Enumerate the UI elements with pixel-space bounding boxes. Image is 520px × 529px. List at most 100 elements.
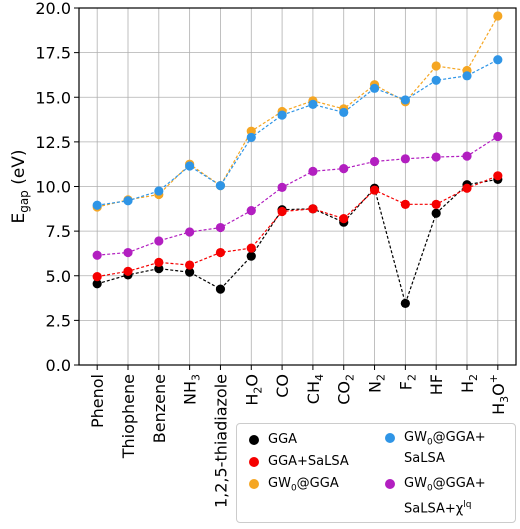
data-point-gw0_gga_salsa_chi bbox=[215, 222, 226, 233]
data-point-gga bbox=[215, 284, 226, 294]
y-tick-label: 10.0 bbox=[35, 178, 71, 197]
legend-entry-gw0-gga-salsa-chi: GW0@GGA+ SaLSA+χlq bbox=[385, 476, 486, 517]
legend-marker-gga bbox=[249, 435, 259, 445]
legend-entry-gga-salsa: GGA+SaLSA bbox=[249, 454, 349, 470]
legend-marker-gw0-gga bbox=[249, 479, 259, 489]
legend-label-gw0-gga-salsa-chi: GW0@GGA+ SaLSA+χlq bbox=[404, 476, 486, 516]
data-point-gw0_gga bbox=[493, 11, 503, 21]
data-point-gw0_gga_salsa_chi bbox=[369, 156, 380, 167]
data-point-gw0_gga_salsa_chi bbox=[462, 151, 472, 161]
data-point-gw0_gga_salsa bbox=[493, 55, 503, 65]
data-point-gga_salsa bbox=[215, 247, 226, 258]
plot-frame bbox=[78, 7, 517, 366]
data-point-gw0_gga_salsa bbox=[246, 132, 256, 143]
legend-entry-gw0-gga-salsa: GW0@GGA+ SaLSA bbox=[385, 430, 486, 467]
x-tick-label: F2 bbox=[396, 374, 418, 390]
legend-label-gga: GGA bbox=[268, 432, 298, 447]
series-gga_salsa bbox=[92, 171, 503, 282]
data-point-gw0_gga_salsa_chi bbox=[431, 152, 441, 162]
data-point-gga_salsa bbox=[369, 185, 380, 195]
y-tick-label: 15.0 bbox=[35, 88, 71, 107]
legend-marker-gw0-gga-salsa bbox=[385, 433, 395, 443]
data-point-gga bbox=[400, 298, 410, 309]
y-tick-label: 17.5 bbox=[35, 44, 71, 63]
x-tick-label: CO2 bbox=[335, 374, 357, 405]
x-tick-label: Phenol bbox=[88, 374, 107, 428]
series-line-gw0_gga bbox=[97, 15, 499, 208]
gridlines bbox=[79, 7, 516, 366]
x-tick-label: 1,2,5-thiadiazole bbox=[211, 374, 230, 508]
data-point-gw0_gga_salsa_chi bbox=[92, 250, 102, 260]
x-tick-label: Benzene bbox=[150, 374, 169, 443]
data-point-gw0_gga_salsa bbox=[277, 110, 287, 120]
series-gw0_gga_salsa bbox=[92, 55, 503, 210]
x-tick-label: H2O bbox=[242, 374, 264, 406]
legend-label-gw0-gga: GW0@GGA bbox=[268, 476, 339, 494]
data-point-gw0_gga_salsa_chi bbox=[123, 247, 133, 258]
data-point-gw0_gga_salsa_chi bbox=[400, 154, 410, 164]
data-point-gw0_gga_salsa bbox=[369, 83, 380, 93]
series-layer bbox=[92, 11, 503, 309]
data-point-gga_salsa bbox=[431, 199, 441, 209]
legend-marker-gga-salsa bbox=[249, 457, 259, 467]
data-point-gw0_gga_salsa bbox=[308, 99, 318, 109]
x-tick-label: CH4 bbox=[304, 374, 326, 404]
data-point-gw0_gga_salsa bbox=[400, 95, 410, 105]
data-point-gw0_gga_salsa bbox=[92, 200, 102, 210]
y-tick-label: 7.5 bbox=[46, 222, 71, 241]
x-tick-label: NH3 bbox=[181, 374, 203, 405]
x-tick-label: HF bbox=[427, 374, 446, 395]
data-point-gga_salsa bbox=[308, 204, 318, 214]
x-tick-label: H2 bbox=[458, 374, 480, 393]
data-point-gga_salsa bbox=[123, 266, 133, 276]
series-line-gga_salsa bbox=[97, 175, 499, 278]
data-point-gw0_gga_salsa_chi bbox=[154, 236, 164, 246]
series-line-gga bbox=[97, 178, 498, 306]
x-tick-label: CO bbox=[273, 374, 292, 398]
data-point-gga bbox=[431, 208, 441, 218]
legend-marker-gw0-gga-salsa-chi bbox=[385, 479, 395, 489]
x-tick-label: Thiophene bbox=[119, 374, 138, 459]
x-tick-label: N2 bbox=[366, 374, 388, 393]
series-gw0_gga bbox=[92, 11, 503, 212]
series-gw0_gga_salsa_chi bbox=[92, 131, 503, 260]
data-point-gw0_gga_salsa bbox=[185, 161, 195, 171]
data-point-gw0_gga_salsa bbox=[339, 107, 349, 118]
data-point-gw0_gga_salsa bbox=[215, 181, 226, 191]
data-point-gw0_gga_salsa bbox=[123, 196, 133, 206]
y-axis-title: Egap (eV) bbox=[9, 149, 31, 223]
data-point-gga_salsa bbox=[339, 214, 349, 224]
data-point-gga_salsa bbox=[462, 183, 472, 193]
data-point-gw0_gga bbox=[431, 61, 441, 71]
legend-label-gw0-gga-salsa: GW0@GGA+ SaLSA bbox=[404, 430, 486, 466]
data-point-gga bbox=[92, 279, 102, 289]
data-point-gw0_gga_salsa bbox=[462, 71, 472, 81]
legend-entry-gga: GGA bbox=[249, 432, 297, 448]
series-line-gw0_gga_salsa bbox=[97, 59, 499, 206]
data-point-gga bbox=[185, 267, 195, 277]
data-point-gw0_gga_salsa bbox=[154, 186, 164, 196]
y-tick-label: 12.5 bbox=[35, 133, 71, 152]
data-point-gw0_gga_salsa_chi bbox=[277, 182, 287, 192]
series-gga bbox=[92, 174, 503, 309]
data-point-gw0_gga_salsa bbox=[431, 75, 441, 85]
axes bbox=[74, 7, 517, 370]
legend-entry-gw0-gga: GW0@GGA bbox=[249, 476, 339, 497]
data-point-gw0_gga_salsa_chi bbox=[308, 166, 318, 176]
data-point-gw0_gga_salsa_chi bbox=[246, 205, 256, 216]
data-point-gga_salsa bbox=[154, 257, 164, 267]
data-point-gw0_gga_salsa_chi bbox=[493, 131, 503, 142]
data-point-gw0_gga_salsa_chi bbox=[339, 164, 349, 174]
tick-labels: 0.0 2.5 5.0 7.5 10.0 12.5 15.0 17.5 20.0 Phenol Th… bbox=[9, 0, 511, 508]
y-tick-label: 2.5 bbox=[46, 311, 71, 330]
legend-label-gga-salsa: GGA+SaLSA bbox=[268, 454, 349, 469]
data-point-gga_salsa bbox=[277, 206, 287, 217]
legend: GGA GGA+SaLSA GW0@GGA GW0@GGA+ SaLSA GW0@… bbox=[236, 423, 516, 523]
x-tick-label: H3O+ bbox=[487, 374, 511, 415]
data-point-gga bbox=[246, 251, 256, 261]
y-tick-label: 5.0 bbox=[46, 267, 71, 286]
data-point-gw0_gga_salsa_chi bbox=[185, 227, 195, 237]
y-tick-label: 20.0 bbox=[35, 0, 71, 18]
data-point-gga_salsa bbox=[185, 260, 195, 270]
